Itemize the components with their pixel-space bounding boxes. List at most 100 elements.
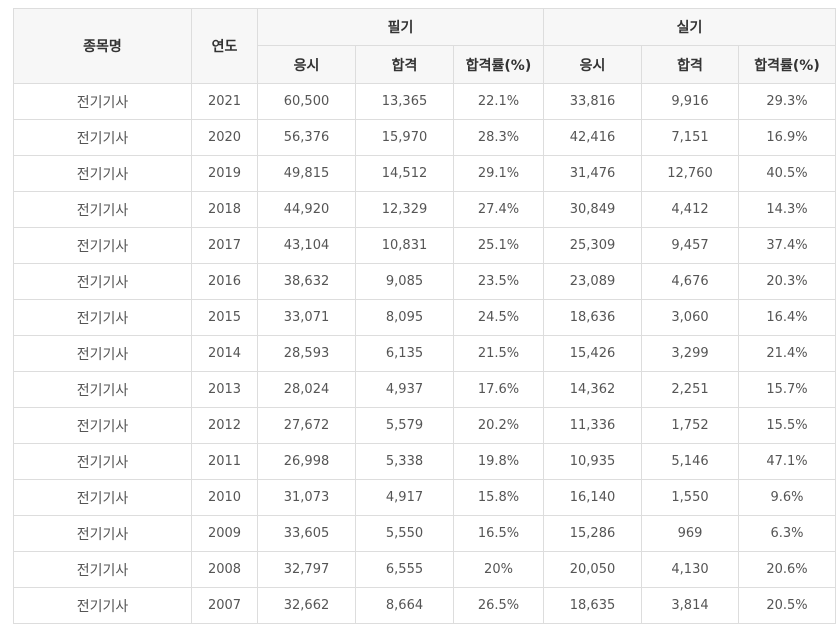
cell-written-applicants: 28,593	[257, 335, 356, 372]
cell-practical-applicants: 25,309	[543, 227, 642, 264]
cell-practical-rate: 40.5%	[738, 155, 836, 192]
table-row: 전기기사 2013 28,024 4,937 17.6% 14,362 2,251 15.7%	[13, 371, 836, 408]
cell-written-rate: 21.5%	[453, 335, 544, 372]
cell-practical-applicants: 18,635	[543, 587, 642, 624]
table-row: 전기기사 2012 27,672 5,579 20.2% 11,336 1,752 15.5%	[13, 407, 836, 444]
cell-written-passed: 6,135	[355, 335, 454, 372]
cell-written-applicants: 43,104	[257, 227, 356, 264]
cell-written-passed: 15,970	[355, 119, 454, 156]
cell-written-applicants: 31,073	[257, 479, 356, 516]
cell-name: 전기기사	[13, 191, 192, 228]
cell-written-rate: 23.5%	[453, 263, 544, 300]
cell-year: 2013	[191, 371, 258, 408]
cell-written-rate: 27.4%	[453, 191, 544, 228]
table-row: 전기기사 2014 28,593 6,135 21.5% 15,426 3,299 21.4%	[13, 335, 836, 372]
cell-practical-applicants: 10,935	[543, 443, 642, 480]
cell-written-applicants: 28,024	[257, 371, 356, 408]
table-header: 종목명 연도 필기 실기 응시 합격 합격률(%) 응시 합격 합격률(%)	[13, 8, 836, 84]
cell-written-applicants: 33,605	[257, 515, 356, 552]
cell-written-passed: 8,095	[355, 299, 454, 336]
cell-written-applicants: 33,071	[257, 299, 356, 336]
cell-practical-passed: 2,251	[641, 371, 739, 408]
cell-written-applicants: 44,920	[257, 191, 356, 228]
cell-written-passed: 10,831	[355, 227, 454, 264]
cell-name: 전기기사	[13, 227, 192, 264]
cell-name: 전기기사	[13, 407, 192, 444]
cell-practical-passed: 9,457	[641, 227, 739, 264]
cell-written-rate: 15.8%	[453, 479, 544, 516]
cell-practical-passed: 5,146	[641, 443, 739, 480]
cell-written-rate: 24.5%	[453, 299, 544, 336]
cell-year: 2021	[191, 83, 258, 120]
header-row-sub: 응시 합격 합격률(%) 응시 합격 합격률(%)	[14, 45, 836, 84]
cell-practical-passed: 12,760	[641, 155, 739, 192]
header-practical-applicants: 응시	[543, 45, 642, 84]
cell-written-rate: 25.1%	[453, 227, 544, 264]
header-name: 종목명	[13, 8, 192, 84]
cell-practical-applicants: 42,416	[543, 119, 642, 156]
table-row: 전기기사 2008 32,797 6,555 20% 20,050 4,130 20.6%	[13, 551, 836, 588]
exam-statistics-table: 종목명 연도 필기 실기 응시 합격 합격률(%) 응시 합격 합격률(%) 전…	[13, 8, 836, 624]
cell-written-rate: 20%	[453, 551, 544, 588]
table-row: 전기기사 2018 44,920 12,329 27.4% 30,849 4,412 14.3…	[13, 191, 836, 228]
cell-practical-passed: 3,060	[641, 299, 739, 336]
table-row: 전기기사 2021 60,500 13,365 22.1% 33,816 9,916 29.3…	[13, 83, 836, 120]
header-practical-passed: 합격	[641, 45, 739, 84]
cell-year: 2007	[191, 587, 258, 624]
cell-name: 전기기사	[13, 263, 192, 300]
table-row: 전기기사 2011 26,998 5,338 19.8% 10,935 5,146 47.1%	[13, 443, 836, 480]
cell-practical-passed: 4,676	[641, 263, 739, 300]
cell-name: 전기기사	[13, 551, 192, 588]
table-row: 전기기사 2019 49,815 14,512 29.1% 31,476 12,760 40.…	[13, 155, 836, 192]
cell-name: 전기기사	[13, 335, 192, 372]
cell-practical-applicants: 31,476	[543, 155, 642, 192]
cell-year: 2018	[191, 191, 258, 228]
cell-year: 2012	[191, 407, 258, 444]
cell-practical-passed: 1,752	[641, 407, 739, 444]
table-row: 전기기사 2020 56,376 15,970 28.3% 42,416 7,151 16.9…	[13, 119, 836, 156]
cell-practical-rate: 14.3%	[738, 191, 836, 228]
cell-name: 전기기사	[13, 299, 192, 336]
cell-practical-rate: 16.4%	[738, 299, 836, 336]
cell-practical-rate: 6.3%	[738, 515, 836, 552]
cell-written-rate: 29.1%	[453, 155, 544, 192]
cell-year: 2020	[191, 119, 258, 156]
header-written: 필기	[257, 8, 544, 46]
cell-written-applicants: 32,797	[257, 551, 356, 588]
cell-written-passed: 5,338	[355, 443, 454, 480]
table-row: 전기기사 2017 43,104 10,831 25.1% 25,309 9,457 37.4…	[13, 227, 836, 264]
table-body: 전기기사 2021 60,500 13,365 22.1% 33,816 9,916 29.3…	[13, 83, 836, 624]
header-practical: 실기	[543, 8, 836, 46]
cell-name: 전기기사	[13, 515, 192, 552]
cell-written-passed: 5,550	[355, 515, 454, 552]
cell-year: 2008	[191, 551, 258, 588]
cell-practical-rate: 21.4%	[738, 335, 836, 372]
cell-practical-passed: 969	[641, 515, 739, 552]
cell-written-passed: 8,664	[355, 587, 454, 624]
cell-practical-applicants: 15,426	[543, 335, 642, 372]
cell-written-rate: 16.5%	[453, 515, 544, 552]
cell-practical-rate: 47.1%	[738, 443, 836, 480]
cell-practical-rate: 37.4%	[738, 227, 836, 264]
cell-written-rate: 17.6%	[453, 371, 544, 408]
exam-statistics-table-wrapper: 종목명 연도 필기 실기 응시 합격 합격률(%) 응시 합격 합격률(%) 전…	[13, 8, 836, 624]
cell-year: 2015	[191, 299, 258, 336]
cell-name: 전기기사	[13, 479, 192, 516]
cell-written-rate: 22.1%	[453, 83, 544, 120]
cell-practical-passed: 3,814	[641, 587, 739, 624]
cell-written-applicants: 60,500	[257, 83, 356, 120]
cell-year: 2017	[191, 227, 258, 264]
cell-practical-applicants: 15,286	[543, 515, 642, 552]
cell-written-passed: 14,512	[355, 155, 454, 192]
cell-written-passed: 9,085	[355, 263, 454, 300]
cell-year: 2016	[191, 263, 258, 300]
table-row: 전기기사 2010 31,073 4,917 15.8% 16,140 1,550 9.6%	[13, 479, 836, 516]
cell-written-applicants: 27,672	[257, 407, 356, 444]
table-row: 전기기사 2009 33,605 5,550 16.5% 15,286 969 6.3%	[13, 515, 836, 552]
cell-practical-rate: 29.3%	[738, 83, 836, 120]
cell-name: 전기기사	[13, 83, 192, 120]
cell-practical-rate: 16.9%	[738, 119, 836, 156]
cell-written-rate: 28.3%	[453, 119, 544, 156]
header-written-passed: 합격	[355, 45, 454, 84]
cell-practical-rate: 20.3%	[738, 263, 836, 300]
